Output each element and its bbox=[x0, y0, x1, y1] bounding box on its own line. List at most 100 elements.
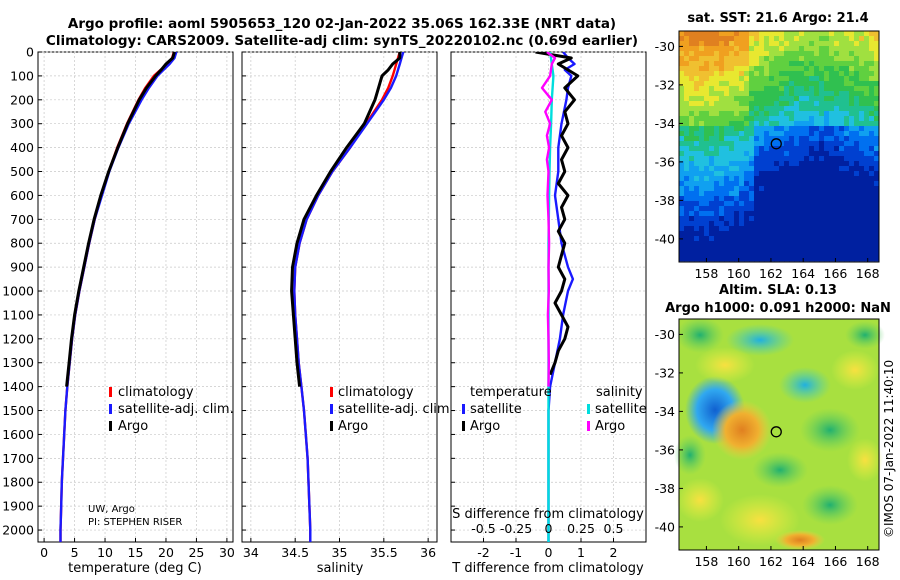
legend-swatch-sal-satellite bbox=[587, 404, 590, 414]
sst-cell bbox=[834, 101, 840, 107]
sst-cell bbox=[694, 116, 700, 122]
sst-cell bbox=[759, 256, 765, 262]
sst-cell bbox=[679, 136, 685, 142]
sst-cell bbox=[754, 121, 760, 127]
sst-cell bbox=[839, 206, 845, 212]
sst-cell bbox=[689, 151, 695, 157]
sst-cell bbox=[774, 201, 780, 207]
sst-cell bbox=[844, 46, 850, 52]
sst-cell bbox=[844, 166, 850, 172]
sst-cell bbox=[819, 46, 825, 52]
top-tick-label: -0.5 bbox=[471, 521, 495, 536]
sst-cell bbox=[709, 196, 715, 202]
sst-cell bbox=[704, 141, 710, 147]
sst-cell bbox=[819, 166, 825, 172]
sst-cell bbox=[844, 66, 850, 72]
sst-cell bbox=[734, 136, 740, 142]
sst-cell bbox=[699, 181, 705, 187]
sst-cell bbox=[774, 61, 780, 67]
sst-cell bbox=[774, 206, 780, 212]
sst-cell bbox=[869, 226, 875, 232]
sst-cell bbox=[704, 71, 710, 77]
sst-cell bbox=[769, 191, 775, 197]
sst-cell bbox=[709, 121, 715, 127]
sst-cell bbox=[689, 176, 695, 182]
sst-cell bbox=[834, 141, 840, 147]
sst-cell bbox=[849, 66, 855, 72]
sst-cell bbox=[854, 186, 860, 192]
sst-cell bbox=[704, 186, 710, 192]
sst-cell bbox=[839, 216, 845, 222]
sst-cell bbox=[789, 161, 795, 167]
sst-cell bbox=[754, 156, 760, 162]
sst-cell bbox=[839, 251, 845, 257]
sst-cell bbox=[819, 156, 825, 162]
sst-cell bbox=[729, 136, 735, 142]
sst-cell bbox=[684, 146, 690, 152]
sst-cell bbox=[849, 226, 855, 232]
sst-cell bbox=[824, 216, 830, 222]
sst-cell bbox=[724, 86, 730, 92]
sst-cell bbox=[874, 101, 880, 107]
sst-cell bbox=[694, 201, 700, 207]
sst-cell bbox=[724, 166, 730, 172]
sst-cell bbox=[874, 171, 880, 177]
sst-cell bbox=[699, 186, 705, 192]
sst-cell bbox=[734, 216, 740, 222]
sst-cell bbox=[809, 66, 815, 72]
sst-cell bbox=[734, 76, 740, 82]
sst-cell bbox=[794, 256, 800, 262]
sst-cell bbox=[764, 96, 770, 102]
y-tick-label: 1400 bbox=[2, 379, 34, 394]
sst-cell bbox=[759, 51, 765, 57]
legend-swatch-argo bbox=[109, 421, 112, 431]
sst-cell bbox=[694, 146, 700, 152]
sst-cell bbox=[764, 196, 770, 202]
sst-cell bbox=[789, 61, 795, 67]
sst-cell bbox=[814, 186, 820, 192]
sst-cell bbox=[849, 256, 855, 262]
sst-cell bbox=[814, 151, 820, 157]
sst-cell bbox=[774, 81, 780, 87]
sst-cell bbox=[819, 191, 825, 197]
sst-cell bbox=[709, 251, 715, 257]
sst-cell bbox=[694, 141, 700, 147]
sst-cell bbox=[854, 66, 860, 72]
sst-cell bbox=[684, 36, 690, 42]
sst-cell bbox=[729, 236, 735, 242]
sst-cell bbox=[829, 161, 835, 167]
sst-cell bbox=[769, 211, 775, 217]
sst-cell bbox=[839, 186, 845, 192]
sst-cell bbox=[839, 56, 845, 62]
sst-cell bbox=[799, 71, 805, 77]
sst-cell bbox=[834, 196, 840, 202]
sst-cell bbox=[759, 61, 765, 67]
map-x-tick-label: 168 bbox=[856, 266, 880, 281]
sst-cell bbox=[854, 36, 860, 42]
sst-cell bbox=[749, 131, 755, 137]
sst-cell bbox=[864, 96, 870, 102]
sst-cell bbox=[754, 116, 760, 122]
sst-cell bbox=[779, 251, 785, 257]
sst-cell bbox=[864, 221, 870, 227]
sst-cell bbox=[839, 81, 845, 87]
legend-swatch-satellite bbox=[330, 404, 333, 414]
sst-cell bbox=[709, 51, 715, 57]
sst-cell bbox=[814, 41, 820, 47]
sst-cell bbox=[759, 41, 765, 47]
sst-cell bbox=[759, 166, 765, 172]
sst-cell bbox=[684, 91, 690, 97]
sst-cell bbox=[869, 251, 875, 257]
sst-cell bbox=[819, 121, 825, 127]
sst-cell bbox=[779, 226, 785, 232]
sst-cell bbox=[709, 201, 715, 207]
sst-cell bbox=[844, 86, 850, 92]
sst-cell bbox=[849, 161, 855, 167]
sst-cell bbox=[849, 206, 855, 212]
sst-cell bbox=[684, 236, 690, 242]
sst-cell bbox=[689, 61, 695, 67]
sst-cell bbox=[764, 256, 770, 262]
sst-cell bbox=[714, 81, 720, 87]
sst-cell bbox=[839, 101, 845, 107]
sst-cell bbox=[734, 251, 740, 257]
